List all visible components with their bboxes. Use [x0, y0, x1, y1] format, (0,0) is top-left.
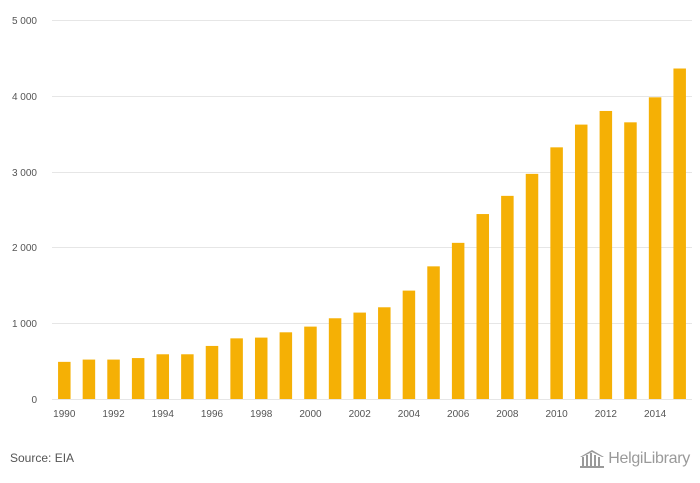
x-tick-label: 1990 [53, 409, 76, 420]
bar-2000 [304, 326, 317, 399]
x-tick-label: 2002 [349, 409, 372, 420]
bar-1995 [181, 354, 194, 399]
bar-1993 [131, 358, 145, 399]
y-tick-label: 2 000 [12, 243, 37, 254]
x-tick-label: 2000 [299, 409, 322, 420]
bars [58, 68, 686, 400]
x-axis-tick-labels: 1990 1992 1994 1996 1998 2000 2002 2004 2006 2008… [53, 409, 666, 420]
bar-2011 [574, 124, 588, 399]
bar-2005 [427, 266, 440, 399]
x-tick-label: 1992 [102, 409, 125, 420]
y-axis-tick-labels: 0 1 000 2 000 3 000 4 000 5 000 [12, 16, 37, 406]
bar-2012 [599, 110, 613, 400]
bar-2004 [402, 290, 416, 399]
x-tick-label: 2010 [545, 409, 568, 420]
brand-logo: HelgiLibrary [579, 449, 690, 469]
bar-1999 [279, 332, 293, 399]
library-building-icon [580, 450, 605, 468]
bar-2001 [328, 318, 342, 399]
bar-2009 [525, 173, 539, 399]
source-note: Source: EIA [10, 451, 75, 465]
bar-2006 [451, 242, 465, 399]
bar-2008 [501, 195, 514, 399]
x-tick-label: 2004 [398, 409, 421, 420]
y-tick-label: 1 000 [12, 319, 37, 330]
brand-name: HelgiLibrary [608, 450, 690, 467]
bar-1997 [230, 338, 243, 399]
bar-2002 [353, 312, 366, 399]
bar-2013 [624, 122, 637, 399]
bar-1990 [58, 361, 71, 399]
bar-1992 [107, 359, 120, 399]
bar-2015 [673, 68, 686, 399]
y-tick-label: 3 000 [12, 168, 37, 179]
bar-2003 [378, 307, 391, 399]
x-tick-label: 2014 [644, 409, 667, 420]
bar-1998 [254, 337, 268, 399]
y-tick-label: 5 000 [12, 16, 37, 27]
x-tick-label: 2008 [496, 409, 519, 420]
x-tick-label: 2006 [447, 409, 470, 420]
x-tick-label: 1998 [250, 409, 273, 420]
bar-1991 [82, 359, 96, 399]
x-tick-label: 2012 [595, 409, 618, 420]
bar-1994 [156, 354, 170, 399]
bar-2007 [476, 214, 490, 399]
y-tick-label: 0 [31, 395, 37, 406]
x-tick-label: 1994 [152, 409, 175, 420]
x-tick-label: 1996 [201, 409, 224, 420]
bar-2010 [550, 147, 563, 399]
grid-lines [52, 20, 692, 400]
bar-2014 [648, 97, 662, 399]
bar-1996 [205, 345, 219, 399]
y-tick-label: 4 000 [12, 92, 37, 103]
